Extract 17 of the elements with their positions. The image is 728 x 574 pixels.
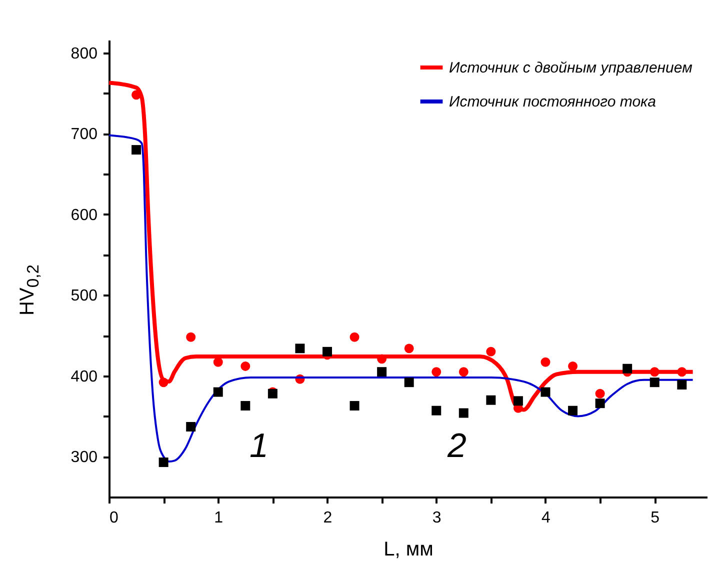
y-tick-label: 700	[70, 126, 98, 144]
x-axis-title: L, мм	[384, 538, 434, 560]
annotation: 2	[446, 427, 467, 465]
x-tick-label: 1	[214, 510, 224, 526]
x-tick-label: 0	[110, 510, 118, 526]
legend-label: Источник постоянного тока	[449, 94, 656, 110]
annotation: 1	[250, 427, 268, 465]
legend-label: Источник с двойным управлением	[449, 60, 692, 76]
y-tick-label: 500	[70, 288, 98, 305]
y-tick-label: 600	[70, 206, 98, 224]
y-tick-label: 400	[70, 368, 98, 386]
x-tick-label: 2	[323, 510, 332, 526]
y-tick-label: 800	[70, 45, 98, 62]
x-tick-label: 4	[542, 510, 551, 526]
y-tick-label: 300	[70, 449, 98, 466]
x-tick-label: 5	[650, 510, 660, 526]
x-tick-label: 3	[432, 510, 442, 526]
